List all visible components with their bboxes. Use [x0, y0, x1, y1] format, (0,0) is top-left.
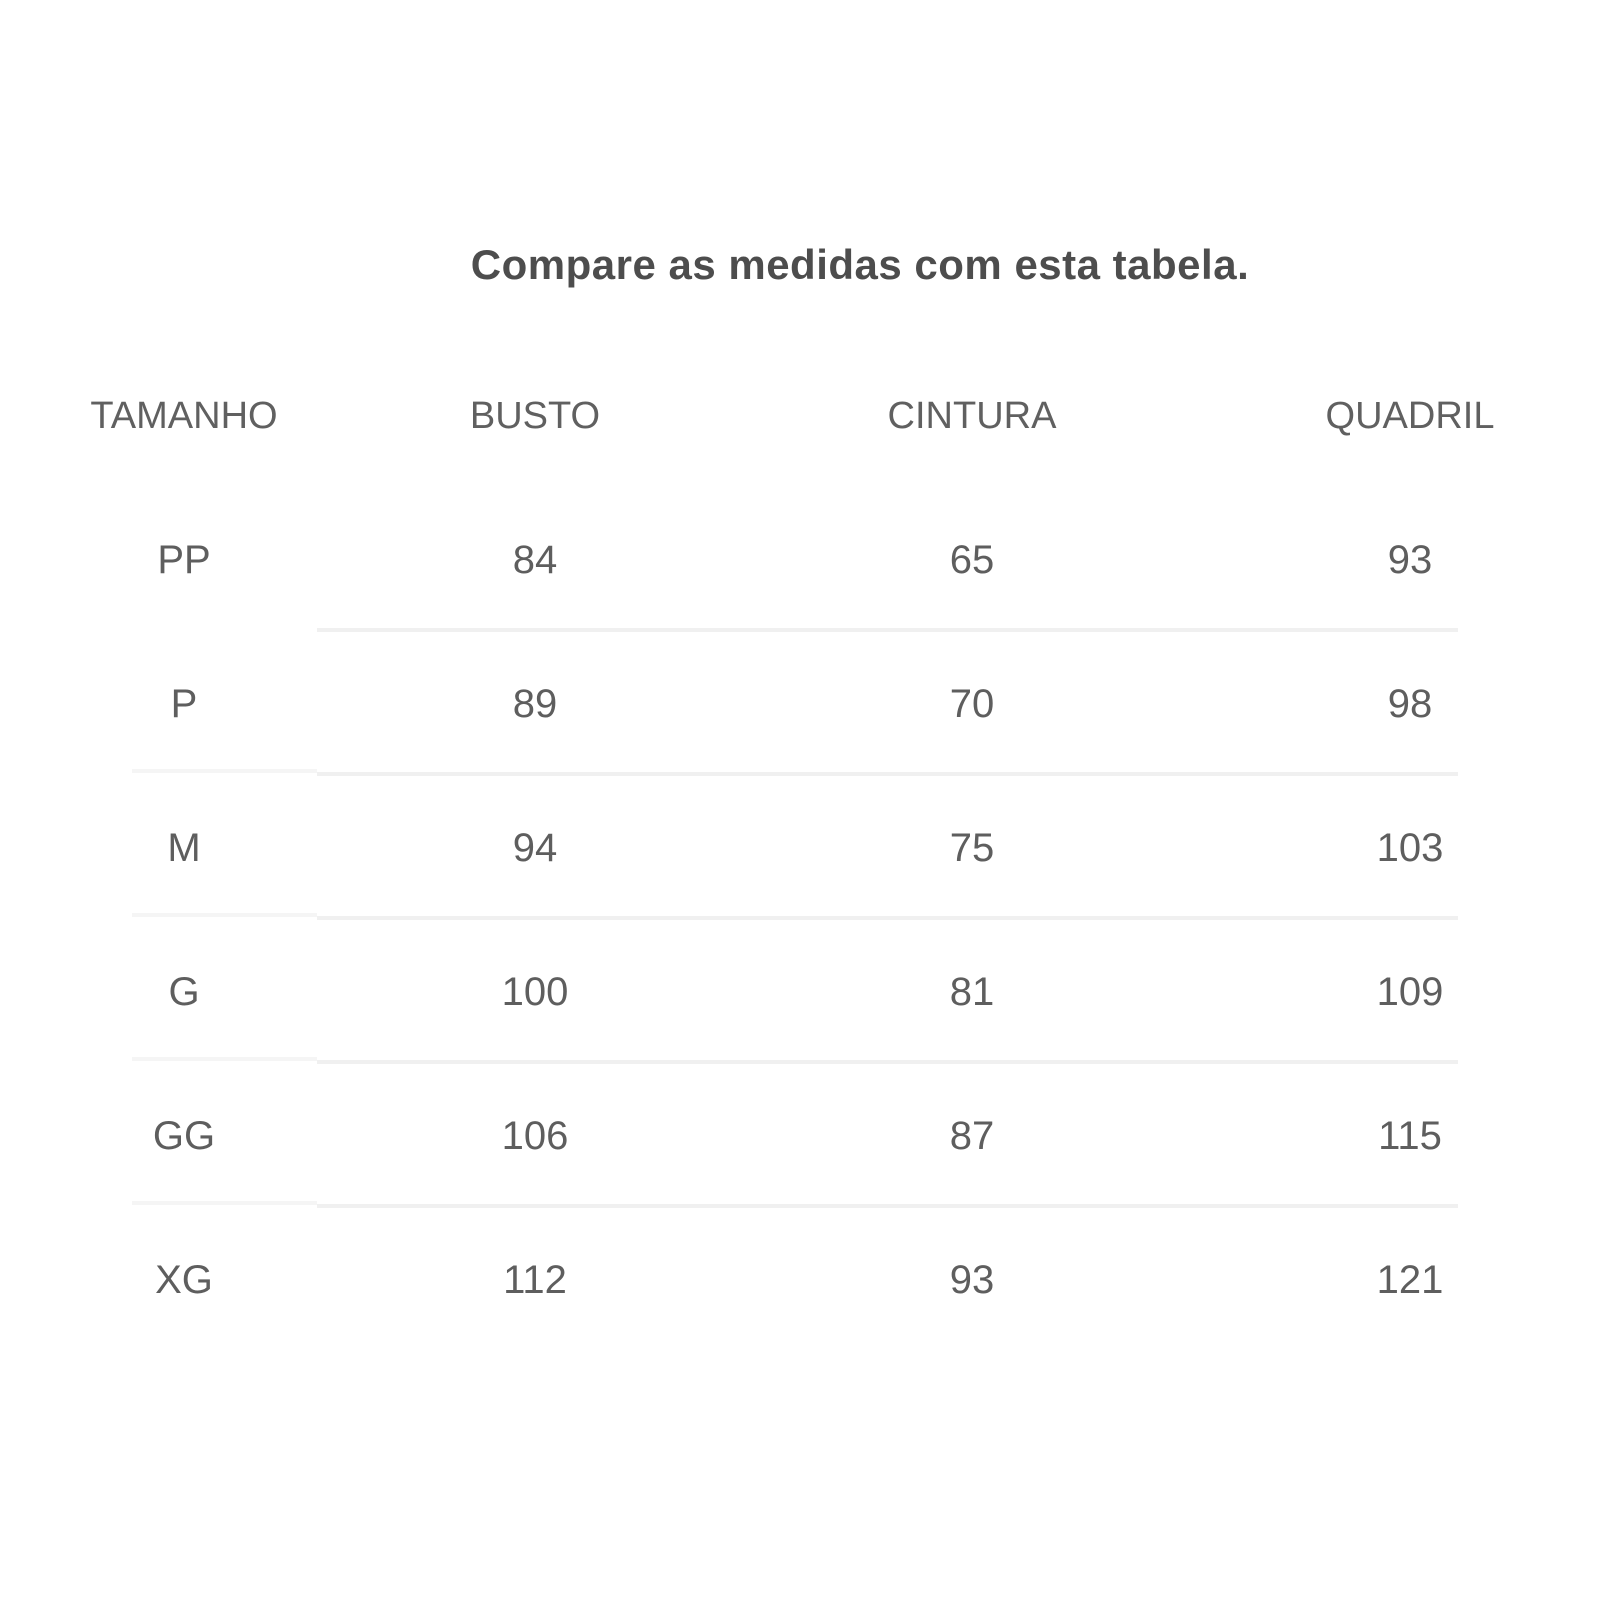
table-row-g: G 100 81 109: [0, 920, 1600, 1064]
quadril-value: 121: [1376, 1258, 1444, 1302]
table-row-m: M 94 75 103: [0, 776, 1600, 920]
quadril-value: 103: [1376, 826, 1444, 870]
quadril-value: 109: [1376, 970, 1444, 1014]
cintura-value: 81: [949, 970, 995, 1014]
row-divider: [317, 1060, 1458, 1064]
row-divider: [317, 772, 1458, 776]
row-divider-left: [132, 769, 317, 773]
size-chart-title: Compare as medidas com esta tabela.: [470, 241, 1250, 288]
size-label: GG: [152, 1114, 216, 1158]
column-header-busto: BUSTO: [469, 395, 601, 437]
cintura-value: 70: [949, 682, 995, 726]
busto-value: 112: [503, 1258, 567, 1302]
size-chart-table: TAMANHO BUSTO CINTURA QUADRIL PP 84 65 9…: [0, 344, 1600, 1352]
cintura-value: 93: [949, 1258, 995, 1302]
table-row-p: P 89 70 98: [0, 632, 1600, 776]
cintura-value: 75: [949, 826, 995, 870]
size-label: PP: [157, 538, 211, 582]
table-row-pp: PP 84 65 93: [0, 488, 1600, 632]
busto-value: 94: [512, 826, 558, 870]
column-header-cintura: CINTURA: [887, 395, 1057, 437]
size-label: G: [168, 970, 200, 1014]
quadril-value: 98: [1387, 682, 1433, 726]
row-divider-left: [132, 913, 317, 917]
busto-value: 106: [501, 1114, 569, 1158]
size-label: XG: [155, 1258, 213, 1302]
column-header-quadril: QUADRIL: [1325, 395, 1495, 437]
busto-value: 89: [512, 682, 558, 726]
column-header-tamanho: TAMANHO: [90, 395, 278, 437]
busto-value: 84: [512, 538, 558, 582]
row-divider: [317, 1204, 1458, 1208]
cintura-value: 87: [949, 1114, 995, 1158]
row-divider: [317, 628, 1458, 632]
quadril-value: 93: [1387, 538, 1433, 582]
row-divider-left: [132, 1057, 317, 1061]
row-divider-left: [132, 1201, 317, 1205]
table-header-row: TAMANHO BUSTO CINTURA QUADRIL: [0, 344, 1600, 488]
table-row-gg: GG 106 87 115: [0, 1064, 1600, 1208]
table-row-xg: XG 112 93 121: [0, 1208, 1600, 1352]
cintura-value: 65: [949, 538, 995, 582]
size-label: M: [167, 826, 201, 870]
quadril-value: 115: [1378, 1114, 1442, 1158]
row-divider: [317, 916, 1458, 920]
size-label: P: [170, 682, 198, 726]
busto-value: 100: [501, 970, 569, 1014]
